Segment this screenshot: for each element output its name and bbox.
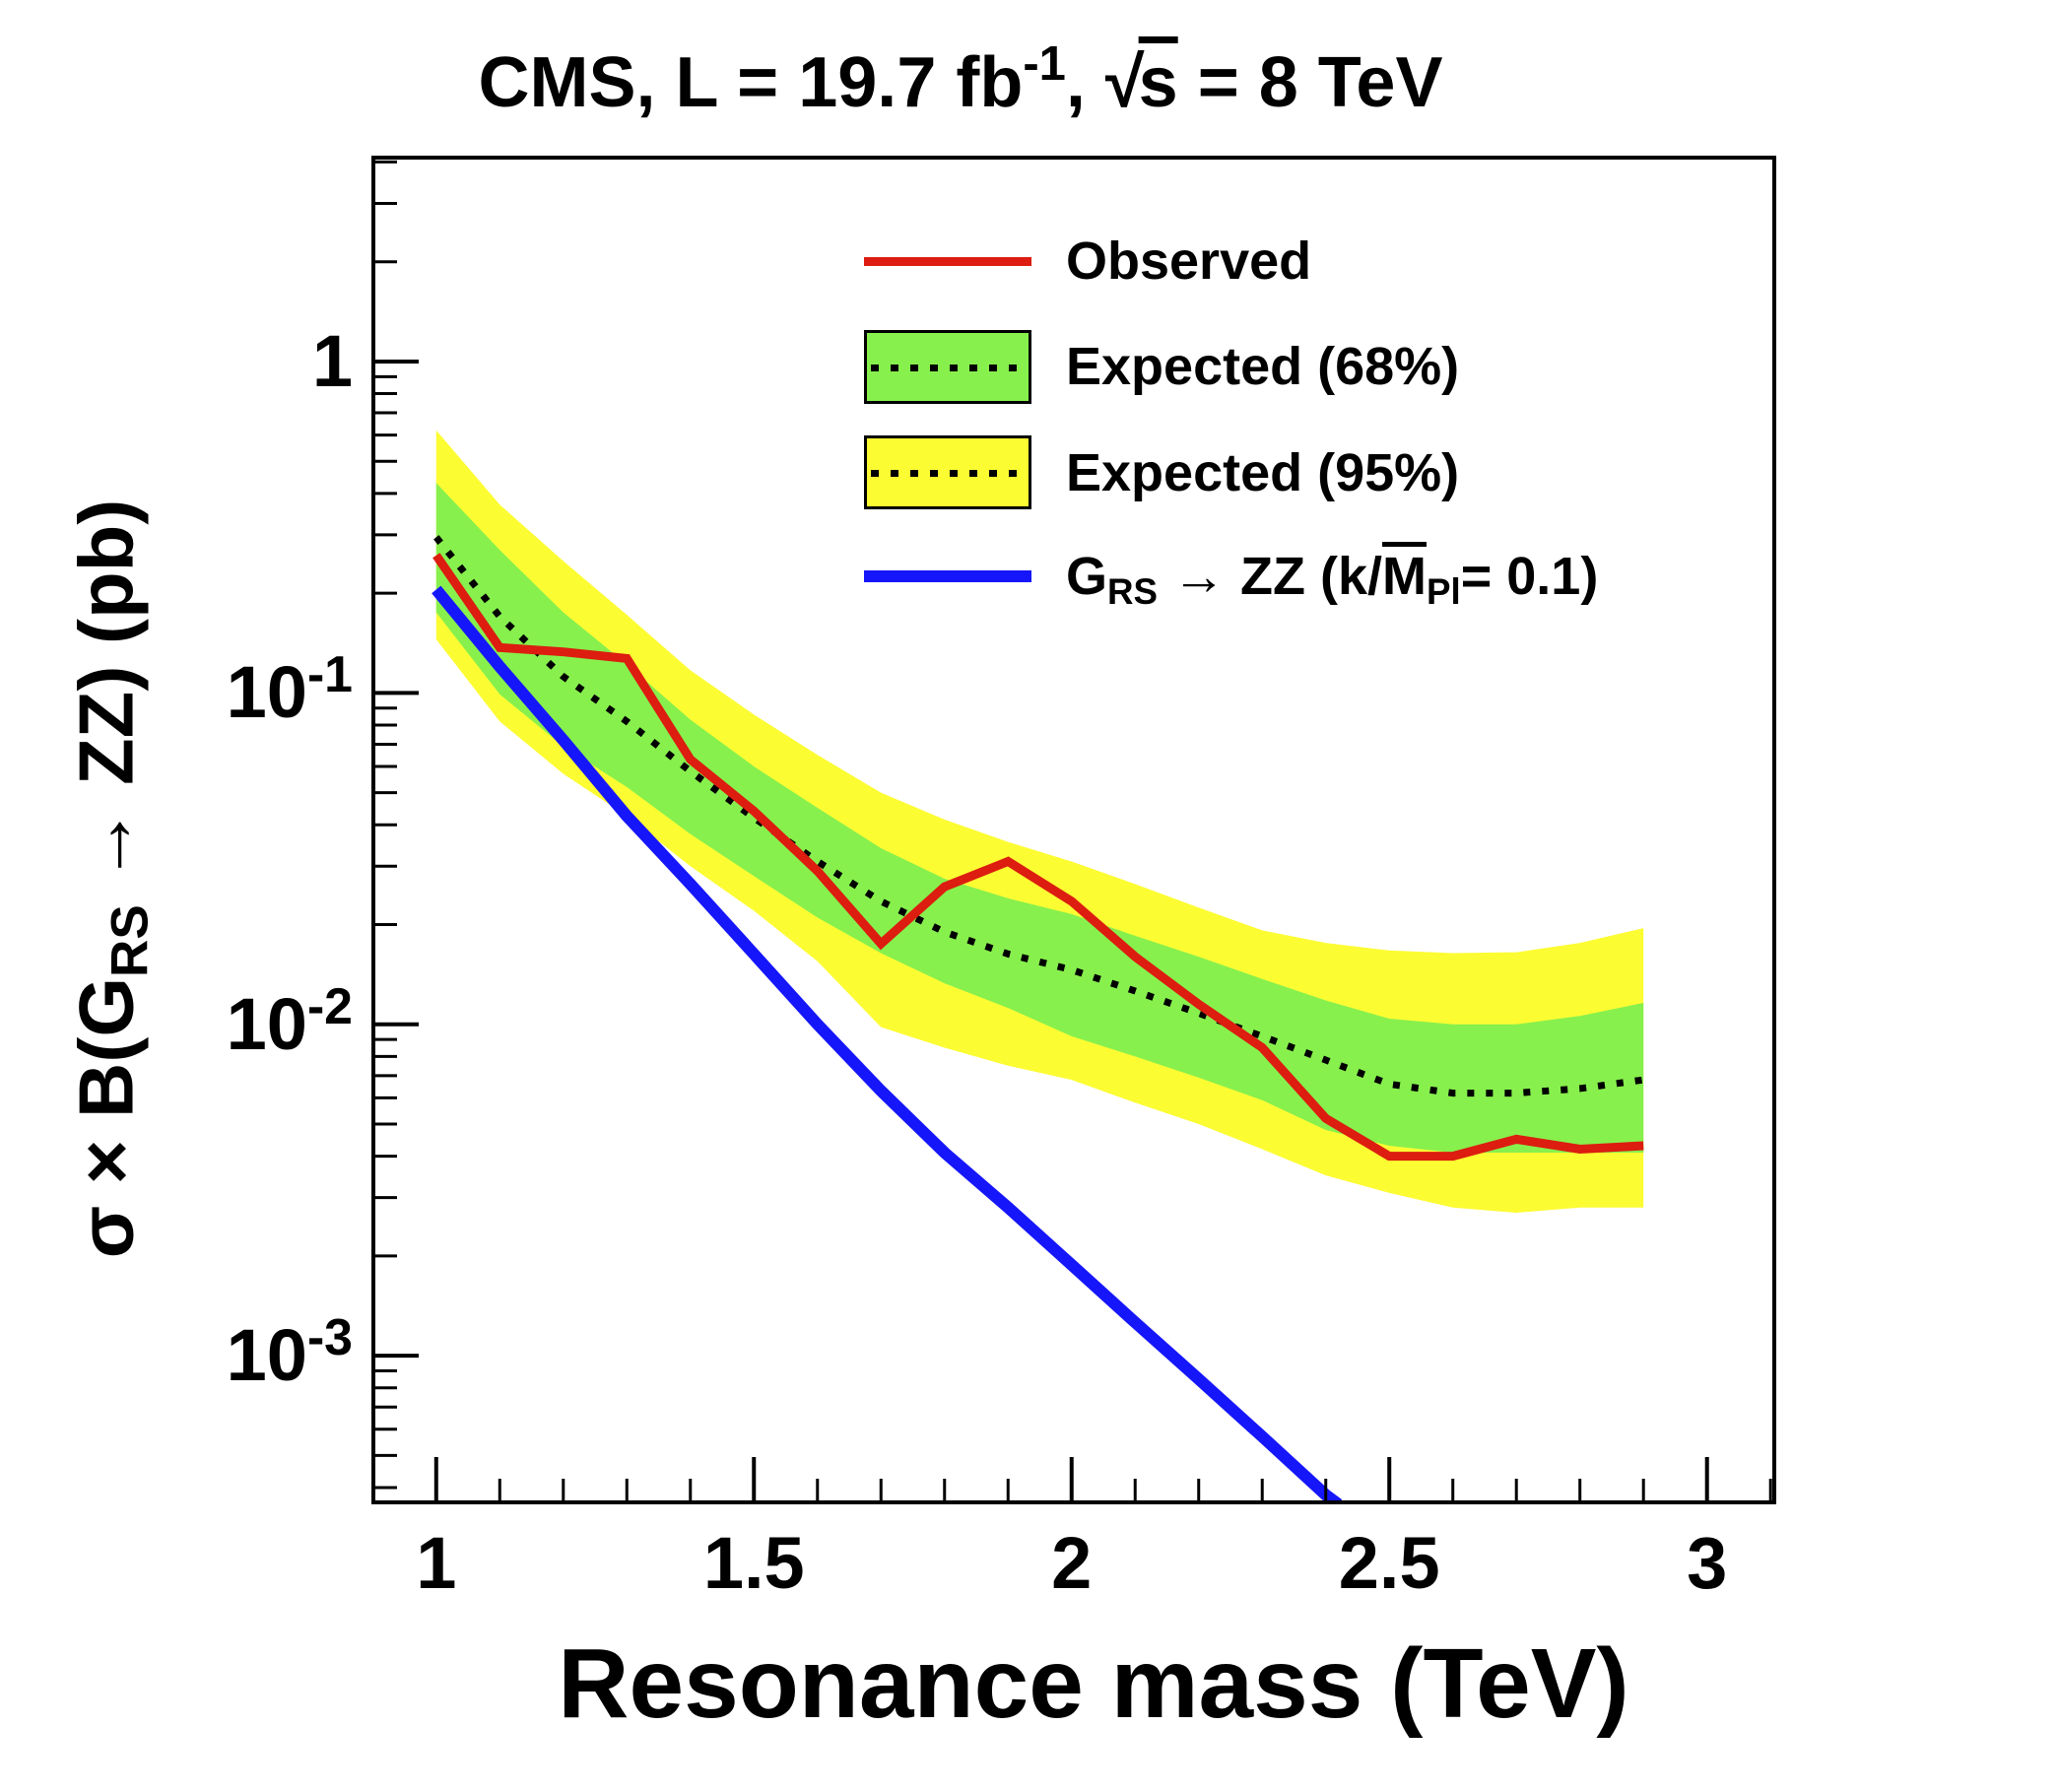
plot-area: [371, 156, 1776, 1504]
legend-label-observed: Observed: [1066, 232, 1312, 291]
y-tick-label: 10-2: [226, 976, 353, 1065]
mbar-symbol: M: [1382, 547, 1428, 606]
x-tick-label: 2.5: [1338, 1522, 1440, 1604]
observed-legend-line: [864, 257, 1031, 266]
expected-median-sample-icon: [871, 364, 1025, 371]
title-exponent: -1: [1023, 37, 1066, 92]
legend-label-expected68: Expected (68%): [1066, 337, 1460, 396]
title-text: CMS, L = 19.7 fb: [478, 43, 1024, 122]
y-axis-subscript: RS: [100, 904, 160, 977]
expected-median-line: [433, 535, 1644, 1097]
plot-frame: [371, 156, 1776, 1504]
legend-label-expected95: Expected (95%): [1066, 443, 1460, 502]
theory-line: [432, 585, 1343, 1504]
y-tick-label: 10-3: [226, 1308, 353, 1397]
observed-line: [432, 553, 1644, 1161]
expected68-legend-swatch: [864, 330, 1031, 404]
x-axis-title: Resonance mass (TeV): [558, 1628, 1629, 1739]
x-tick-label: 3: [1687, 1522, 1728, 1604]
x-tick-label: 1.5: [702, 1522, 805, 1604]
y-tick-label: 10-1: [226, 645, 353, 734]
y-tick-label: 1: [311, 319, 353, 402]
expected95-legend-swatch: [864, 435, 1031, 509]
x-tick-label: 1: [416, 1522, 457, 1604]
theory-legend-line: [864, 570, 1031, 582]
sqrt-icon: √: [1104, 43, 1144, 122]
legend-label-theory: GRS → ZZ (k/MPl= 0.1): [1066, 547, 1599, 613]
expected-68-band: [435, 483, 1644, 1153]
plot-title: CMS, L = 19.7 fb-1, √s = 8 TeV: [478, 37, 1443, 122]
expected-median-sample-icon: [871, 469, 1025, 477]
x-tick-label: 2: [1051, 1522, 1093, 1604]
sqrt-argument: s: [1138, 43, 1178, 122]
y-axis-title: σ × B(GRS → ZZ) (pb): [62, 498, 160, 1259]
